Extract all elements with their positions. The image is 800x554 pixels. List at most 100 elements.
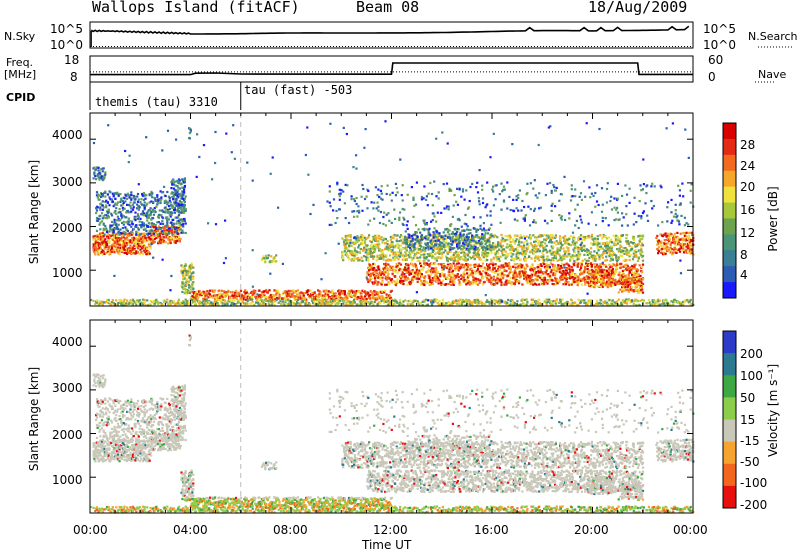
- power-cell: [152, 208, 155, 211]
- power-cell: [419, 247, 422, 251]
- power-cell: [144, 238, 147, 241]
- power-cell: [101, 237, 104, 240]
- power-cell: [166, 190, 169, 194]
- power-cell: [99, 243, 102, 246]
- power-cell: [423, 260, 426, 263]
- power-cell: [631, 258, 635, 261]
- power-cell: [97, 250, 100, 253]
- power-cell: [440, 255, 444, 258]
- power-cell: [435, 266, 438, 270]
- power-cell: [607, 236, 610, 239]
- power-cell: [157, 200, 160, 203]
- power-cell: [153, 240, 156, 244]
- power-cell: [192, 288, 195, 291]
- power-cell: [98, 194, 101, 197]
- power-cell: [169, 201, 172, 204]
- power-cell: [148, 193, 151, 196]
- power-cell: [373, 263, 377, 266]
- power-cell: [102, 206, 105, 209]
- power-cell: [95, 249, 98, 252]
- power-cell: [477, 253, 480, 256]
- power-cell: [130, 207, 133, 210]
- power-cell: [461, 303, 464, 306]
- power-cell: [450, 267, 453, 270]
- power-cell: [147, 236, 150, 239]
- power-cell: [524, 252, 527, 255]
- power-cell: [149, 225, 152, 228]
- power-cell: [454, 269, 457, 272]
- power-cell: [181, 229, 184, 232]
- power-cell: [101, 303, 104, 306]
- power-cell: [545, 238, 548, 241]
- power-cell: [554, 257, 557, 260]
- nsky-label: N.Sky: [4, 30, 36, 43]
- power-cell: [523, 241, 526, 244]
- power-cell: [165, 208, 168, 211]
- power-cell: [526, 242, 529, 245]
- power-cell: [399, 255, 402, 258]
- power-cell: [128, 232, 131, 235]
- power-cell: [532, 234, 535, 237]
- power-cell: [215, 298, 218, 301]
- power-cell: [98, 242, 101, 245]
- power-cell: [179, 203, 182, 206]
- power-cell: [580, 241, 583, 244]
- power-cell: [160, 196, 163, 199]
- power-cell: [130, 191, 133, 194]
- power-cell: [394, 258, 397, 261]
- power-cell: [140, 225, 143, 228]
- power-cell: [129, 201, 132, 204]
- power-ytick-2000: 2000: [52, 221, 83, 235]
- power-cell: [566, 240, 569, 244]
- power-cell: [468, 283, 471, 286]
- power-cell: [519, 303, 522, 306]
- power-cell: [434, 271, 437, 274]
- power-cell: [184, 264, 187, 267]
- power-cell: [278, 293, 281, 296]
- power-cell: [109, 252, 112, 255]
- freq-tick-bottom: 8: [70, 70, 78, 84]
- power-cell: [573, 238, 576, 241]
- power-cell: [173, 231, 176, 234]
- power-cell: [165, 201, 168, 204]
- power-cell: [114, 202, 117, 205]
- power-cell: [153, 230, 156, 233]
- power-cell: [96, 196, 99, 199]
- power-cell: [652, 301, 655, 304]
- power-cell: [603, 252, 606, 255]
- power-cell: [251, 300, 254, 303]
- power-cell: [113, 222, 116, 225]
- power-cell: [502, 244, 505, 247]
- power-cell: [399, 239, 403, 242]
- power-cell: [127, 242, 130, 245]
- power-cell: [149, 214, 152, 217]
- power-cell: [581, 259, 584, 262]
- power-cell: [551, 236, 554, 239]
- power-cell: [93, 251, 96, 254]
- power-cell: [467, 274, 470, 277]
- power-cell: [273, 289, 276, 292]
- power-cell: [188, 280, 191, 283]
- power-cell: [166, 298, 169, 301]
- power-cell: [449, 274, 452, 277]
- power-cell: [395, 244, 398, 247]
- power-cell: [149, 245, 152, 248]
- power-cell: [374, 236, 377, 239]
- power-cell: [368, 234, 371, 237]
- power-cell: [111, 200, 114, 203]
- power-cell: [157, 233, 160, 236]
- power-cell: [105, 300, 108, 304]
- power-cell: [165, 236, 168, 239]
- power-cell: [601, 256, 604, 259]
- power-cell: [110, 220, 114, 223]
- power-cell: [152, 210, 155, 213]
- power-cell: [175, 198, 178, 201]
- power-cell: [105, 227, 108, 230]
- power-cell: [143, 201, 146, 204]
- power-cell: [572, 235, 575, 238]
- power-cell: [152, 223, 155, 226]
- power-cell: [166, 203, 169, 206]
- power-cell: [144, 250, 147, 253]
- power-cell: [150, 234, 153, 237]
